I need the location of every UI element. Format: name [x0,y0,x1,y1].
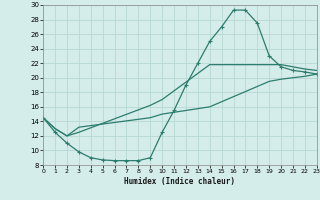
X-axis label: Humidex (Indice chaleur): Humidex (Indice chaleur) [124,177,236,186]
